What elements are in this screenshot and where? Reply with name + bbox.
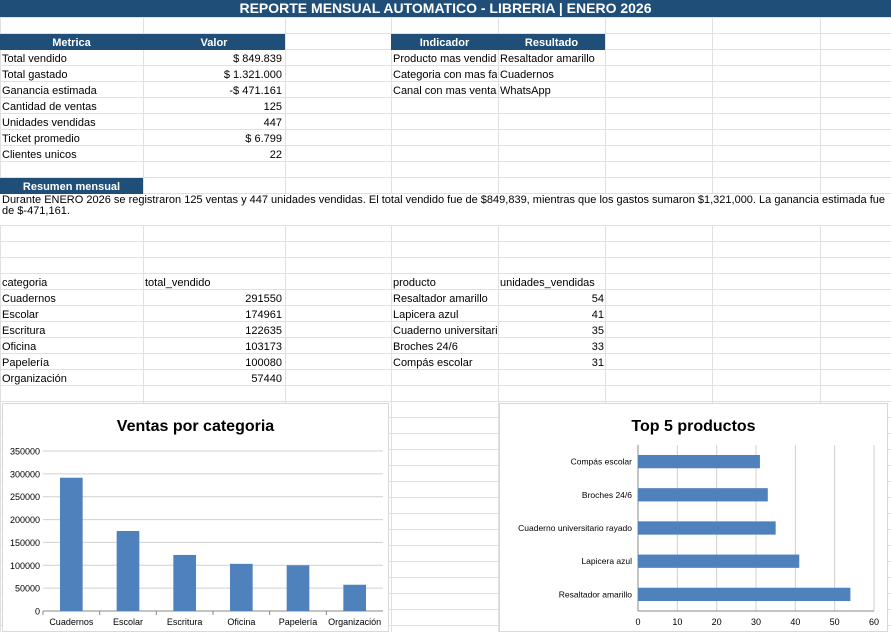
indicator-row-value[interactable]: Resaltador amarillo — [500, 53, 595, 65]
category-row-label[interactable]: Escolar — [2, 309, 39, 321]
bar-escolar[interactable] — [116, 531, 140, 611]
products-chart-plot: 0 10 20 30 40 50 60 Compás escolar Broches 24/6 C… — [518, 445, 879, 627]
x-tick-label: 50 — [830, 617, 840, 627]
y-tick-label: 250000 — [10, 492, 40, 502]
category-row-value[interactable]: 291550 — [245, 293, 282, 305]
y-tick-label: 200000 — [10, 515, 40, 525]
metric-row-label[interactable]: Ganancia estimada — [2, 85, 97, 97]
metric-row-value[interactable]: $ 849.839 — [233, 53, 282, 65]
category-row-label[interactable]: Organización — [2, 373, 67, 385]
product-row-label[interactable]: Compás escolar — [393, 357, 473, 369]
metric-row-label[interactable]: Total gastado — [2, 69, 68, 81]
product-col-header[interactable]: producto — [393, 277, 436, 289]
total-col-header[interactable]: total_vendido — [145, 277, 211, 289]
indicator-row-value[interactable]: Cuadernos — [500, 69, 554, 81]
indicator-row-label[interactable]: Categoria con mas facturacion — [393, 69, 497, 81]
x-tick-label: 60 — [869, 617, 879, 627]
product-row-value[interactable]: 35 — [591, 325, 604, 337]
x-tick-label: 40 — [790, 617, 800, 627]
category-sales-chart[interactable]: Ventas por categoria 0 50000 100000 150000 2… — [2, 403, 389, 632]
metric-row-label[interactable]: Clientes unicos — [2, 149, 77, 161]
category-chart-title: Ventas por categoria — [116, 418, 275, 435]
product-bar[interactable] — [638, 521, 776, 535]
product-bar[interactable] — [638, 554, 800, 568]
y-product-label: Lapicera azul — [581, 556, 632, 566]
bar-organización[interactable] — [343, 584, 366, 611]
product-row-label[interactable]: Resaltador amarillo — [393, 293, 488, 305]
x-category-label: Cuadernos — [49, 617, 94, 627]
category-chart-plot: 0 50000 100000 150000 200000 250000 300000 3500… — [10, 447, 383, 627]
x-category-label: Organización — [328, 617, 381, 627]
metrics-header-value[interactable]: Valor — [143, 34, 285, 50]
y-product-label: Resaltador amarillo — [559, 589, 632, 599]
units-col-header[interactable]: unidades_vendidas — [500, 277, 595, 289]
product-row-value[interactable]: 41 — [591, 309, 604, 321]
y-tick-label: 100000 — [10, 561, 40, 571]
bar-cuadernos[interactable] — [60, 477, 83, 611]
y-tick-label: 300000 — [10, 469, 40, 479]
indicators-header-indicator[interactable]: Indicador — [391, 34, 498, 50]
category-row-label[interactable]: Oficina — [2, 341, 37, 353]
y-tick-label: 350000 — [10, 447, 40, 457]
metric-row-label[interactable]: Cantidad de ventas — [2, 101, 97, 113]
metrics-header-metric[interactable]: Metrica — [0, 34, 143, 50]
metric-row-value[interactable]: 447 — [263, 117, 282, 129]
x-category-label: Papelería — [279, 617, 318, 627]
report-title: REPORTE MENSUAL AUTOMATICO - LIBRERIA | … — [0, 0, 891, 17]
y-product-label: Compás escolar — [571, 457, 633, 467]
indicator-row-value[interactable]: WhatsApp — [500, 85, 551, 97]
y-tick-label: 50000 — [15, 584, 40, 594]
category-row-label[interactable]: Papelería — [2, 357, 50, 369]
bar-escritura[interactable] — [173, 554, 196, 611]
metric-row-value[interactable]: 125 — [263, 101, 282, 113]
product-row-label[interactable]: Lapicera azul — [393, 309, 459, 321]
x-category-label: Escolar — [113, 617, 143, 627]
y-tick-label: 0 — [35, 607, 40, 617]
metric-row-value[interactable]: -$ 471.161 — [229, 85, 282, 97]
summary-header[interactable]: Resumen mensual — [0, 178, 143, 194]
category-col-header[interactable]: categoria — [2, 277, 48, 289]
y-tick-label: 150000 — [10, 538, 40, 548]
products-chart-title: Top 5 productos — [631, 418, 756, 435]
bar-oficina[interactable] — [230, 563, 253, 611]
product-row-value[interactable]: 33 — [591, 341, 604, 353]
category-row-value[interactable]: 103173 — [245, 341, 282, 353]
product-bar[interactable] — [638, 454, 760, 469]
category-row-value[interactable]: 57440 — [251, 373, 282, 385]
product-bar[interactable] — [638, 587, 851, 602]
x-tick-label: 0 — [635, 617, 640, 627]
bar-papelería[interactable] — [286, 565, 310, 611]
indicator-row-label[interactable]: Canal con mas ventas — [393, 85, 497, 97]
product-row-value[interactable]: 31 — [591, 357, 604, 369]
x-tick-label: 10 — [672, 617, 682, 627]
indicator-row-label[interactable]: Producto mas vendido — [393, 53, 497, 65]
x-category-label: Escritura — [167, 617, 203, 627]
category-row-label[interactable]: Cuadernos — [2, 293, 56, 305]
x-category-label: Oficina — [227, 617, 255, 627]
category-row-value[interactable]: 122635 — [245, 325, 282, 337]
category-row-value[interactable]: 100080 — [245, 357, 282, 369]
y-product-label: Broches 24/6 — [582, 490, 632, 500]
indicators-header-result[interactable]: Resultado — [498, 34, 605, 50]
top-products-chart[interactable]: Top 5 productos 0 10 20 30 40 50 60 Compás esco… — [499, 403, 888, 632]
summary-text[interactable]: Durante ENERO 2026 se registraron 125 ve… — [2, 194, 886, 217]
category-row-value[interactable]: 174961 — [245, 309, 282, 321]
product-row-label[interactable]: Cuaderno universitario rayado — [393, 325, 497, 337]
y-product-label: Cuaderno universitario rayado — [518, 523, 632, 533]
metric-row-value[interactable]: $ 1.321.000 — [223, 69, 282, 81]
x-tick-label: 20 — [712, 617, 722, 627]
category-row-label[interactable]: Escritura — [2, 325, 46, 337]
metric-row-label[interactable]: Total vendido — [2, 53, 67, 65]
product-row-value[interactable]: 54 — [591, 293, 604, 305]
product-row-label[interactable]: Broches 24/6 — [393, 341, 458, 353]
metric-row-label[interactable]: Unidades vendidas — [2, 117, 96, 129]
metric-row-value[interactable]: $ 6.799 — [245, 133, 282, 145]
product-bar[interactable] — [638, 488, 768, 502]
x-tick-label: 30 — [751, 617, 761, 627]
metric-row-value[interactable]: 22 — [269, 149, 282, 161]
metric-row-label[interactable]: Ticket promedio — [2, 133, 80, 145]
